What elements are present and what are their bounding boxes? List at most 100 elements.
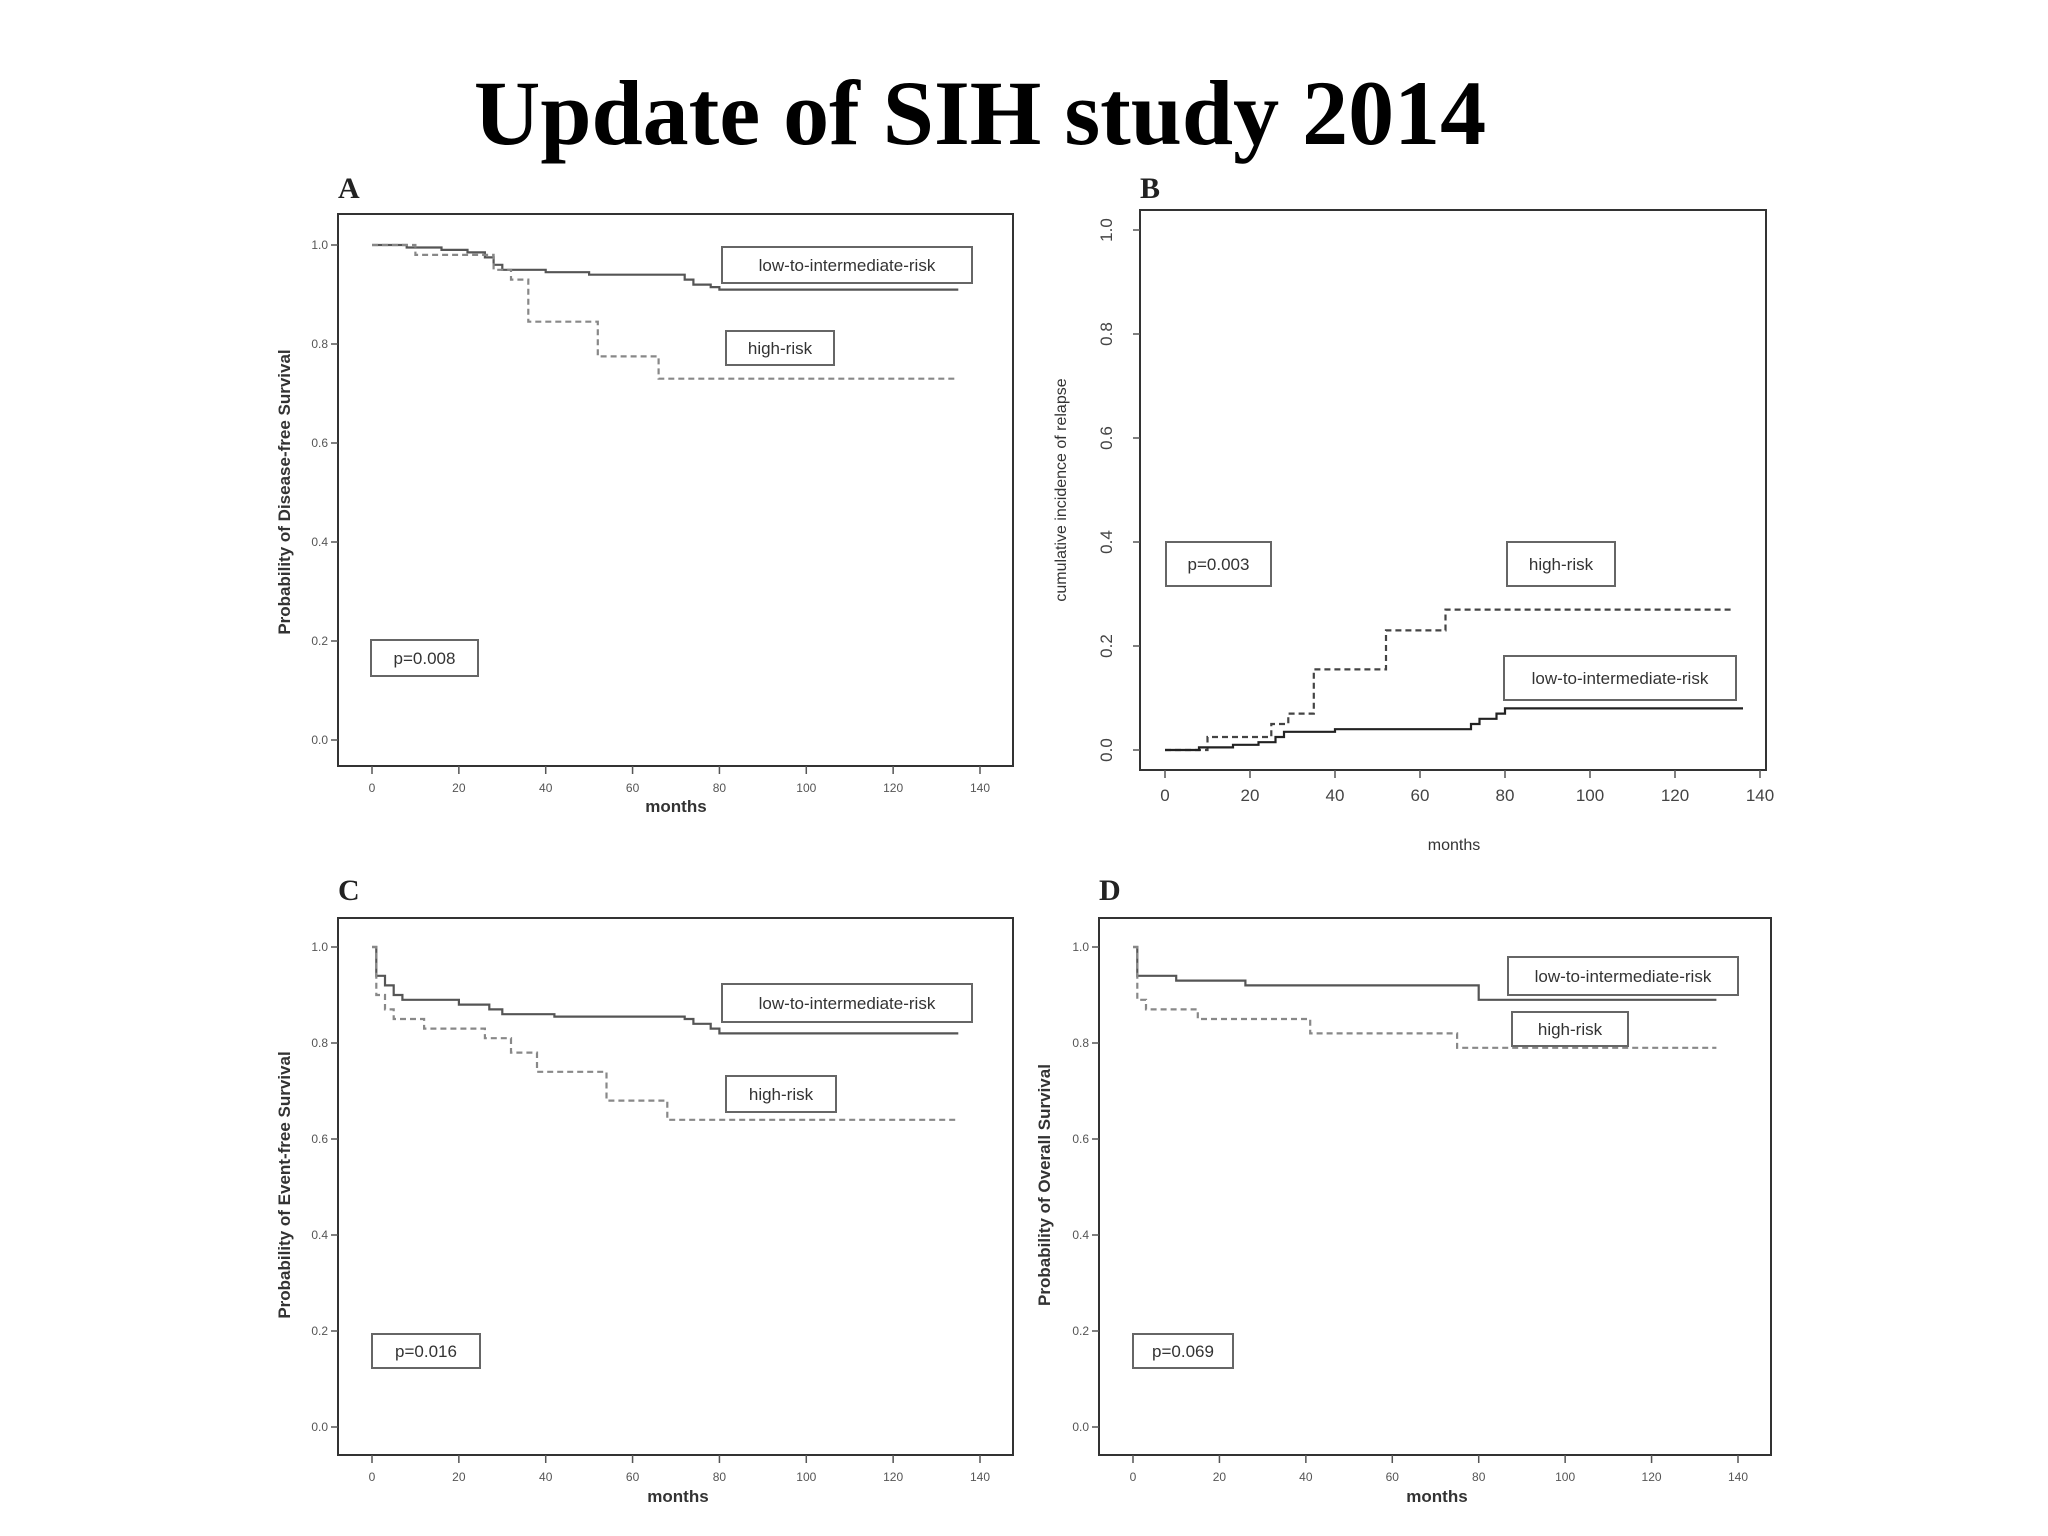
- x-tick-label: 0: [1130, 1470, 1137, 1484]
- y-axis-label: Probability of Disease-free Survival: [275, 349, 294, 634]
- y-tick-label: 0.2: [1072, 1324, 1089, 1338]
- y-axis-label: Probability of Overall Survival: [1035, 1064, 1054, 1306]
- x-tick-label: 100: [796, 1470, 816, 1484]
- series-label-box: [1506, 541, 1616, 587]
- x-axis-label: months: [645, 797, 706, 816]
- series-label: high-risk: [748, 339, 813, 358]
- x-tick-label: 20: [452, 781, 466, 795]
- p-value-label: p=0.016: [395, 1342, 457, 1361]
- x-axis-label: months: [1406, 1487, 1467, 1506]
- x-tick-label: 80: [1472, 1470, 1486, 1484]
- x-tick-label: 80: [713, 1470, 727, 1484]
- series-line-high-risk: [372, 945, 959, 1121]
- y-tick-label: 0.2: [311, 1324, 328, 1338]
- series-label-box: [725, 1075, 837, 1113]
- series-label-box: [1511, 1011, 1629, 1047]
- p-value-box: [370, 639, 479, 677]
- x-tick-label: 40: [539, 1470, 553, 1484]
- x-tick-label: 40: [1326, 786, 1345, 805]
- chart-panel-b: B 0.0 0.2 0.4 0.6 0.8 1.0 0 20 40 60 80 100 120 140 mon…: [1053, 172, 1774, 854]
- x-tick-label: 20: [452, 1470, 466, 1484]
- x-tick-label: 80: [1496, 786, 1515, 805]
- x-tick-label: 140: [970, 1470, 990, 1484]
- y-tick-label: 0.2: [311, 634, 328, 648]
- series-line-high-risk: [372, 243, 959, 380]
- p-value-box: [1165, 541, 1272, 587]
- y-tick-label: 0.8: [1072, 1036, 1089, 1050]
- y-tick-label: 0.6: [311, 436, 328, 450]
- x-tick-label: 60: [626, 781, 640, 795]
- series-label: high-risk: [1538, 1020, 1603, 1039]
- y-tick-label: 0.4: [1097, 530, 1116, 554]
- x-tick-label: 100: [796, 781, 816, 795]
- chart-panel-c: C 0.0 0.2 0.4 0.6 0.8 1.0 0 20 40 60 80 100 120 140 mon…: [275, 874, 1014, 1506]
- panel-letter: D: [1099, 874, 1121, 907]
- series-label-box: [721, 246, 973, 284]
- plot-frame: [1139, 209, 1767, 771]
- y-tick-label: 0.4: [311, 1228, 328, 1242]
- x-tick-label: 140: [970, 781, 990, 795]
- series-label: high-risk: [1529, 555, 1594, 574]
- p-value-label: p=0.069: [1152, 1342, 1214, 1361]
- x-tick-label: 120: [1661, 786, 1689, 805]
- x-axis-label: months: [647, 1487, 708, 1506]
- x-tick-label: 60: [1411, 786, 1430, 805]
- y-tick-label: 1.0: [311, 238, 328, 252]
- y-tick-label: 0.6: [311, 1132, 328, 1146]
- series-line-low-to-intermediate-risk: [372, 945, 959, 1035]
- x-tick-label: 120: [883, 781, 903, 795]
- x-tick-label: 40: [539, 781, 553, 795]
- series-label: high-risk: [749, 1085, 814, 1104]
- series-label: low-to-intermediate-risk: [759, 994, 936, 1013]
- p-value-box: [371, 1333, 481, 1369]
- y-tick-label: 0.0: [1097, 738, 1116, 762]
- series-label: low-to-intermediate-risk: [1532, 669, 1709, 688]
- y-tick-label: 1.0: [311, 940, 328, 954]
- y-tick-label: 0.8: [1097, 322, 1116, 346]
- series-line-low-to-intermediate-risk: [372, 243, 959, 291]
- series-line-low-to-intermediate-risk: [1133, 945, 1717, 1001]
- y-tick-label: 0.8: [311, 1036, 328, 1050]
- x-tick-label: 120: [883, 1470, 903, 1484]
- y-tick-label: 0.8: [311, 337, 328, 351]
- series-label-box: [721, 983, 973, 1023]
- plot-frame: [337, 917, 1014, 1456]
- series-label-box: [1507, 956, 1739, 996]
- y-tick-label: 0.0: [1072, 1420, 1089, 1434]
- x-tick-label: 80: [713, 781, 727, 795]
- x-tick-label: 140: [1728, 1470, 1748, 1484]
- x-tick-label: 40: [1299, 1470, 1313, 1484]
- series-label-box: [1503, 655, 1737, 701]
- series-label: low-to-intermediate-risk: [1535, 967, 1712, 986]
- y-tick-label: 0.2: [1097, 634, 1116, 658]
- y-tick-label: 0.4: [1072, 1228, 1089, 1242]
- x-tick-label: 100: [1555, 1470, 1575, 1484]
- y-tick-label: 1.0: [1097, 218, 1116, 242]
- series-line-high-risk: [1133, 945, 1717, 1049]
- y-tick-label: 0.6: [1072, 1132, 1089, 1146]
- y-tick-label: 0.0: [311, 1420, 328, 1434]
- chart-panel-d: D 0.0 0.2 0.4 0.6 0.8 1.0 0 20 40 60 80 100 120 140 mon…: [1035, 874, 1772, 1506]
- x-tick-label: 20: [1241, 786, 1260, 805]
- x-tick-label: 0: [369, 781, 376, 795]
- plot-frame: [337, 213, 1014, 767]
- series-line-high-risk: [1165, 608, 1735, 752]
- y-axis-label: Probability of Event-free Survival: [275, 1051, 294, 1318]
- p-value-label: p=0.003: [1188, 555, 1250, 574]
- y-tick-label: 0.0: [311, 733, 328, 747]
- y-tick-label: 0.4: [311, 535, 328, 549]
- y-axis-label: cumulative incidence of relapse: [1053, 378, 1070, 601]
- y-tick-label: 1.0: [1072, 940, 1089, 954]
- series-line-low-to-intermediate-risk: [1165, 707, 1743, 752]
- x-tick-label: 100: [1576, 786, 1604, 805]
- x-axis-label: months: [1428, 837, 1480, 854]
- series-label-box: [725, 330, 835, 366]
- x-tick-label: 60: [626, 1470, 640, 1484]
- p-value-label: p=0.008: [394, 649, 456, 668]
- x-tick-label: 60: [1386, 1470, 1400, 1484]
- plot-frame: [1098, 917, 1772, 1456]
- chart-panel-a: A 0.0 0.2 0.4 0.6 0.8 1.0 0 20 40 60 80 100 120 140 mon…: [275, 172, 1014, 816]
- panel-letter: C: [338, 874, 360, 907]
- x-tick-label: 120: [1642, 1470, 1662, 1484]
